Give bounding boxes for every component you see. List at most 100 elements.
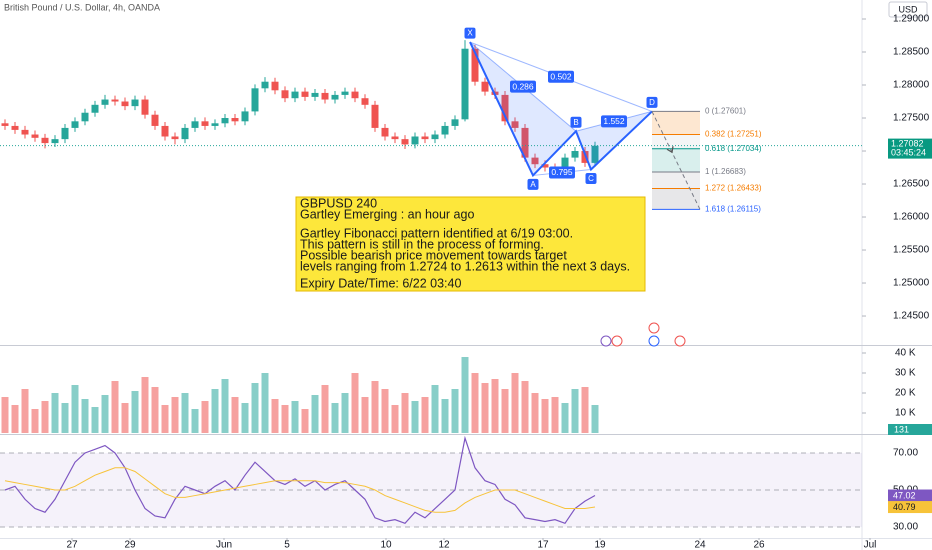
fib-label: 1.618 (1.26115) <box>705 205 761 214</box>
ratio-box <box>548 70 574 83</box>
volume-bar <box>311 395 319 433</box>
currency-box[interactable] <box>888 1 928 18</box>
volume-bar <box>451 389 459 433</box>
ratio-box <box>549 166 575 179</box>
volume-bar <box>441 399 449 433</box>
candle-body <box>131 99 139 107</box>
event-icon[interactable] <box>674 335 686 347</box>
candle-body <box>231 118 239 122</box>
volume-bar <box>301 409 309 433</box>
x-tick-label: 29 <box>124 540 136 550</box>
ratio-label: 0.795 <box>551 167 573 177</box>
candle-body <box>411 136 419 145</box>
pattern-triangle <box>576 111 652 170</box>
candle-body <box>351 91 359 99</box>
volume-bar <box>31 409 39 433</box>
y-tick-label: 1.27500 <box>893 113 930 124</box>
y-tick-label: 30.00 <box>893 522 918 533</box>
volume-bar <box>401 393 409 433</box>
volume-bar <box>411 401 419 433</box>
candle-body <box>171 136 179 140</box>
value-tag-label: 47.02 <box>893 490 916 500</box>
annotation-line: Gartley Emerging : an hour ago <box>300 207 474 221</box>
fib-band <box>652 188 700 210</box>
fib-band <box>652 111 700 135</box>
volume-bar <box>531 393 539 433</box>
volume-bar <box>181 393 189 433</box>
candle-body <box>291 91 299 99</box>
candle-body <box>251 88 259 112</box>
candle-body <box>521 127 529 158</box>
candle-body <box>381 127 389 137</box>
annotation-line: This pattern is still in the process of … <box>300 237 544 251</box>
volume-bar <box>581 387 589 433</box>
volume-bar <box>471 373 479 433</box>
y-tick-label: 1.26000 <box>893 212 930 223</box>
fib-band <box>652 148 700 172</box>
x-tick-label: 17 <box>537 540 549 550</box>
point-label: A <box>530 180 536 189</box>
volume-bar <box>121 403 129 433</box>
volume-bar <box>1 397 9 433</box>
candle-body <box>391 136 399 140</box>
candle-body <box>571 151 579 158</box>
candle-body <box>61 127 69 140</box>
volume-bar <box>161 405 169 433</box>
candle-body <box>101 99 109 105</box>
candle-body <box>541 164 549 168</box>
volume-bar <box>171 397 179 433</box>
volume-bar <box>381 389 389 433</box>
y-tick-label: 40 K <box>895 348 916 359</box>
volume-bar <box>231 397 239 433</box>
candle-body <box>281 90 289 99</box>
volume-bar <box>281 405 289 433</box>
volume-bar <box>351 373 359 433</box>
volume-bar <box>211 389 219 433</box>
rsi-line <box>4 467 596 513</box>
volume-bar <box>331 403 339 433</box>
volume-bar <box>481 383 489 433</box>
event-icon[interactable] <box>648 322 660 334</box>
y-tick-label: 1.25000 <box>893 278 930 289</box>
volume-bar <box>511 373 519 433</box>
candle-body <box>591 145 599 163</box>
volume-bar <box>131 391 139 433</box>
x-tick-label: Jun <box>216 540 232 550</box>
volume-bar <box>341 393 349 433</box>
ratio-label: 0.502 <box>550 72 572 82</box>
volume-bar <box>591 405 599 433</box>
candle-body <box>331 94 339 100</box>
candle-body <box>531 157 539 165</box>
volume-bar <box>391 405 399 433</box>
event-icon[interactable] <box>648 335 660 347</box>
x-tick-label: 10 <box>380 540 392 550</box>
x-tick-label: 27 <box>66 540 78 550</box>
pattern-leg <box>469 41 653 178</box>
volume-bar <box>241 403 249 433</box>
value-tag-label: 40.79 <box>893 502 916 512</box>
volume-bar <box>41 401 49 433</box>
candle-body <box>81 112 89 122</box>
candle-body <box>121 101 129 107</box>
pattern-triangle <box>470 42 576 176</box>
candle-body <box>21 129 29 135</box>
y-tick-label: 1.28500 <box>893 47 930 58</box>
volume-bar <box>191 409 199 433</box>
candle-body <box>31 134 39 138</box>
volume-bar <box>551 397 559 433</box>
y-tick-label: 10 K <box>895 408 916 419</box>
point-box <box>585 172 597 184</box>
volume-bar <box>461 357 469 433</box>
candle-body <box>311 92 319 97</box>
x-tick-label: Jul <box>864 540 877 550</box>
event-icon[interactable] <box>611 335 623 347</box>
fib-label: 1 (1.26683) <box>705 167 746 176</box>
value-tag <box>888 489 932 502</box>
fib-label: 0.382 (1.27251) <box>705 130 762 139</box>
last-price-tag <box>888 138 932 159</box>
candle-body <box>431 134 439 140</box>
y-tick-label: 1.29000 <box>893 14 930 25</box>
event-icon[interactable] <box>600 335 612 347</box>
x-tick-label: 24 <box>694 540 706 550</box>
